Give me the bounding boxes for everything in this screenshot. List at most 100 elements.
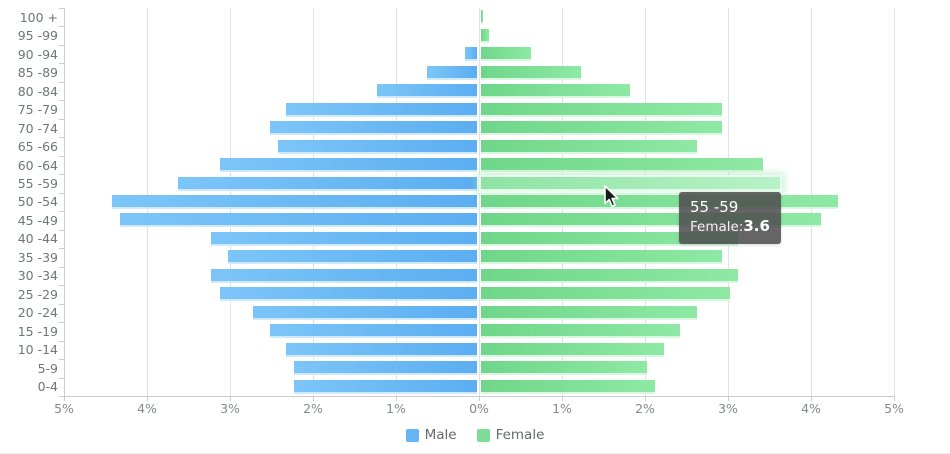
bar-female-95-99[interactable] xyxy=(481,28,490,43)
age-group-label: 55 -59 xyxy=(17,176,58,192)
x-axis-label: 1% xyxy=(386,401,406,416)
bar-male-15-19[interactable] xyxy=(269,324,477,339)
y-axis-tick xyxy=(59,137,64,139)
bar-male-5-9[interactable] xyxy=(294,361,477,376)
legend-label-male: Male xyxy=(424,427,457,443)
y-axis-tick xyxy=(59,340,64,342)
age-group-label: 40 -44 xyxy=(17,231,58,247)
age-group-label: 5-9 xyxy=(37,360,58,376)
bar-male-45-49[interactable] xyxy=(120,213,477,228)
age-group-label: 75 -79 xyxy=(17,102,58,118)
bar-male-20-24[interactable] xyxy=(252,305,477,320)
age-group-label: 65 -66 xyxy=(17,139,58,155)
bar-female-70-74[interactable] xyxy=(481,121,722,136)
age-group-label: 90 -94 xyxy=(17,46,58,62)
y-axis-tick xyxy=(59,285,64,287)
y-axis-tick xyxy=(59,81,64,83)
y-axis-tick xyxy=(59,63,64,65)
x-axis-tick xyxy=(894,396,895,401)
bar-female-30-34[interactable] xyxy=(481,268,739,283)
x-axis-label: 2% xyxy=(303,401,323,416)
y-axis-tick xyxy=(59,266,64,268)
age-group-label: 45 -49 xyxy=(17,212,58,228)
bar-female-50-54[interactable] xyxy=(481,195,838,209)
x-axis-label: 3% xyxy=(718,401,738,416)
x-axis-tick xyxy=(645,396,646,401)
bar-male-50-54[interactable] xyxy=(111,195,477,209)
age-group-label: 30 -34 xyxy=(17,268,58,284)
y-axis-tick xyxy=(59,211,64,213)
x-axis-tick xyxy=(479,396,480,401)
bar-female-40-44[interactable] xyxy=(481,231,739,246)
x-axis-tick xyxy=(396,396,397,401)
age-group-label: 70 -74 xyxy=(17,120,58,136)
bar-male-0-4[interactable] xyxy=(294,379,477,394)
x-axis-tick xyxy=(728,396,729,401)
x-axis-label: 1% xyxy=(552,401,572,416)
bar-male-55-59[interactable] xyxy=(178,176,477,191)
bar-male-65-66[interactable] xyxy=(277,139,477,154)
legend-label-female: Female xyxy=(495,427,545,443)
bar-female-5-9[interactable] xyxy=(481,361,647,376)
bar-male-10-14[interactable] xyxy=(286,342,477,357)
bar-female-10-14[interactable] xyxy=(481,342,664,357)
bar-female-90-94[interactable] xyxy=(481,47,531,62)
bar-female-20-24[interactable] xyxy=(481,305,697,320)
y-axis-tick xyxy=(59,118,64,120)
bar-male-80-84[interactable] xyxy=(377,84,477,99)
y-axis-tick xyxy=(59,303,64,305)
y-axis-tick xyxy=(59,359,64,361)
y-axis-tick xyxy=(59,192,64,194)
x-axis-tick xyxy=(811,396,812,401)
bar-female-35-39[interactable] xyxy=(481,250,722,265)
tooltip-series-label: Female: xyxy=(690,219,744,235)
x-axis-tick xyxy=(230,396,231,401)
bar-male-60-64[interactable] xyxy=(219,158,477,173)
y-axis-tick xyxy=(59,377,64,379)
bar-male-85-89[interactable] xyxy=(427,65,477,80)
x-axis-label: 4% xyxy=(137,401,157,416)
bar-female-25-29[interactable] xyxy=(481,287,730,302)
bar-female-65-66[interactable] xyxy=(481,139,697,154)
bar-male-25-29[interactable] xyxy=(219,287,477,302)
bar-male-40-44[interactable] xyxy=(211,231,477,246)
tooltip: 55 -59 Female:3.6 xyxy=(679,192,781,244)
age-group-label: 80 -84 xyxy=(17,83,58,99)
bar-female-0-4[interactable] xyxy=(481,379,656,394)
y-axis-tick xyxy=(59,396,64,397)
x-axis-tick xyxy=(64,396,65,401)
legend-item-female[interactable]: Female xyxy=(476,427,545,443)
x-axis-tick xyxy=(147,396,148,401)
x-axis-tick xyxy=(562,396,563,401)
age-group-label: 100 + xyxy=(19,9,58,25)
bar-female-100+[interactable] xyxy=(481,10,484,25)
bar-female-60-64[interactable] xyxy=(481,158,764,173)
bar-male-35-39[interactable] xyxy=(228,250,477,265)
bar-male-30-34[interactable] xyxy=(211,268,477,283)
y-axis-tick xyxy=(59,44,64,46)
y-axis-tick xyxy=(59,174,64,176)
age-group-label: 60 -64 xyxy=(17,157,58,173)
bar-female-75-79[interactable] xyxy=(481,102,722,117)
bar-male-70-74[interactable] xyxy=(269,121,477,136)
x-axis-label: 5% xyxy=(54,401,74,416)
y-axis-tick xyxy=(59,229,64,231)
bar-female-55-59[interactable] xyxy=(481,176,780,191)
bar-female-80-84[interactable] xyxy=(481,84,631,99)
y-axis-tick xyxy=(59,100,64,102)
tooltip-value: 3.6 xyxy=(743,217,770,235)
age-group-label: 15 -19 xyxy=(17,323,58,339)
y-axis-tick xyxy=(59,248,64,250)
x-axis-label: 3% xyxy=(220,401,240,416)
bar-female-85-89[interactable] xyxy=(481,65,581,80)
legend-item-male[interactable]: Male xyxy=(405,427,457,443)
bar-male-90-94[interactable] xyxy=(464,47,477,62)
bar-male-75-79[interactable] xyxy=(286,102,477,117)
age-group-label: 85 -89 xyxy=(17,65,58,81)
x-axis-tick xyxy=(313,396,314,401)
x-axis-label: 2% xyxy=(635,401,655,416)
x-axis-label: 5% xyxy=(884,401,904,416)
bar-female-15-19[interactable] xyxy=(481,324,681,339)
y-axis-line xyxy=(64,8,65,396)
